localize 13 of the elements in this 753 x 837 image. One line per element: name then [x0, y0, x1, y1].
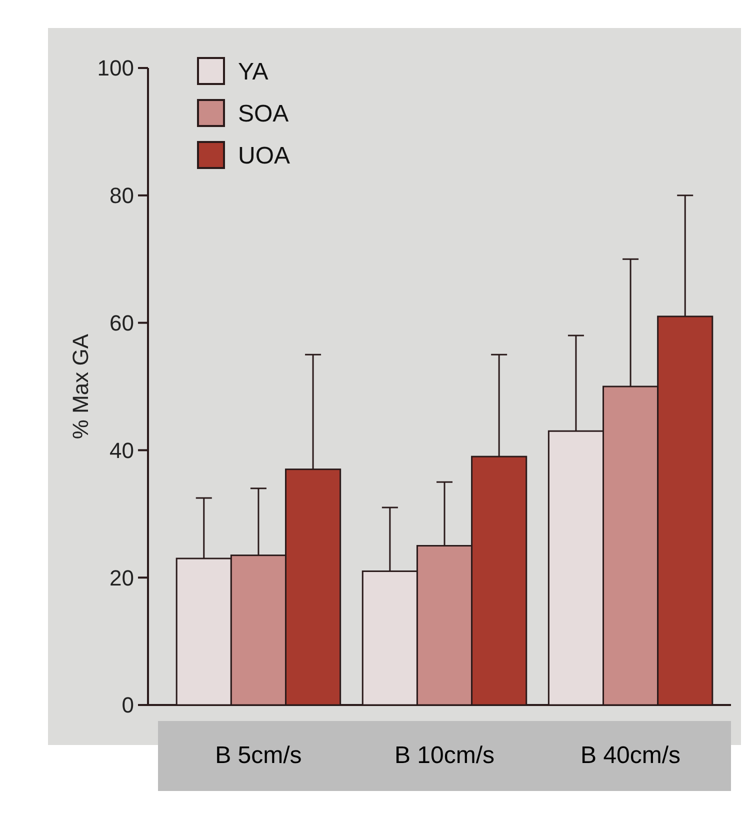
y-tick-label: 0 — [122, 692, 134, 718]
y-tick-label: 80 — [110, 183, 134, 208]
y-tick-label: 60 — [110, 310, 134, 336]
y-tick-label: 40 — [110, 438, 134, 463]
legend-label: SOA — [238, 100, 289, 128]
y-tick-label: 100 — [97, 56, 134, 81]
legend-label: UOA — [238, 142, 290, 170]
y-tick-label: 20 — [110, 565, 134, 590]
x-tick-label: B 5cm/s — [215, 742, 302, 769]
x-tick-label: B 10cm/s — [394, 742, 495, 769]
x-tick-label: B 40cm/s — [580, 742, 681, 769]
y-axis-title: % Max GA — [68, 334, 93, 440]
legend-label: YA — [238, 58, 268, 86]
